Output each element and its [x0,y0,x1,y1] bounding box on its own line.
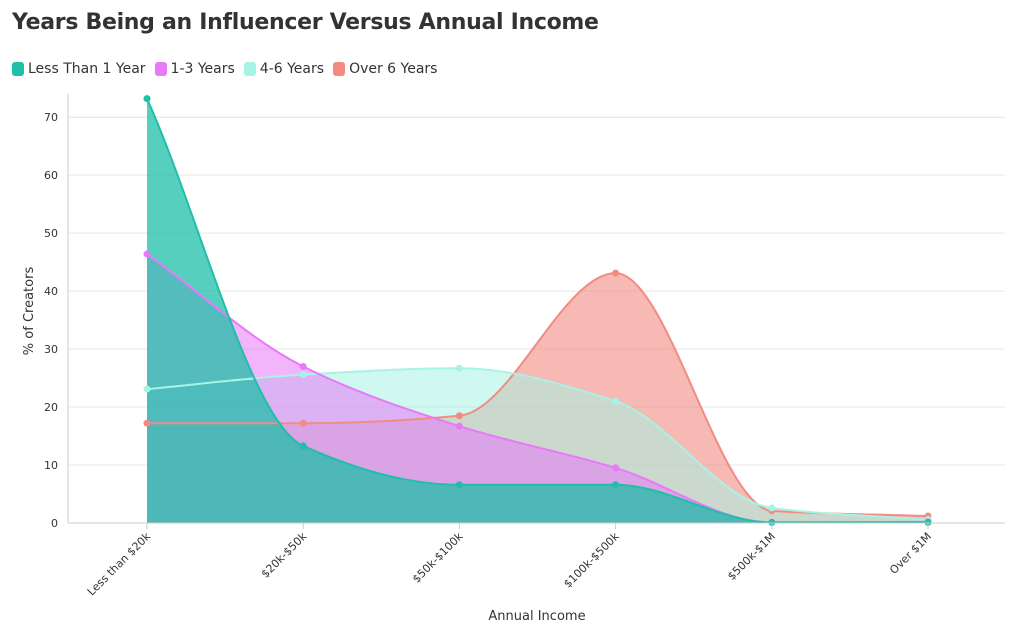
line-4-6-years [146,367,929,521]
x-tick-label: $100k-$500k [561,529,622,590]
y-tick-label: 60 [44,169,58,182]
y-axis-title: % of Creators [22,267,37,356]
legend-item-over-6-years[interactable]: Over 6 Years [333,61,437,77]
y-tick-label: 40 [44,285,58,298]
point-4-6-years [455,364,463,372]
point-layer [143,95,932,526]
x-tick-label: $500k-$1M [725,530,778,583]
legend-swatch [12,62,24,76]
point-less-than-1-year [455,481,463,489]
legend-label: Over 6 Years [349,61,438,77]
point-less-than-1-year [299,442,307,450]
y-tick-label: 50 [44,227,58,240]
y-tick-label: 0 [51,517,58,530]
y-tick-label: 70 [44,111,58,124]
y-tick-label: 20 [44,401,58,414]
legend-label: 4-6 Years [259,61,325,77]
point-1-3-years [299,362,307,370]
x-tick-label: $20k-$50k [259,529,310,580]
point-1-3-years [455,422,463,430]
area-1-3-years [147,254,928,523]
legend: Less Than 1 Year 1-3 Years 4-6 Years Ove… [12,58,437,80]
x-tick-label: Over $1M [887,530,934,577]
y-tick-label: 10 [44,459,58,472]
legend-item-1-3-years[interactable]: 1-3 Years [154,61,235,77]
point-4-6-years [768,504,776,512]
y-tick-label: 30 [44,343,58,356]
legend-swatch [333,62,346,76]
point-over-6-years [299,419,307,427]
legend-swatch [243,62,256,76]
point-less-than-1-year [612,481,620,489]
point-less-than-1-year [924,518,932,526]
point-1-3-years [143,250,151,258]
point-4-6-years [612,397,620,405]
area-less-than-1-year [147,98,928,523]
x-tick-label: Less than $20k [85,529,154,598]
point-over-6-years [455,412,463,420]
legend-item-4-6-years[interactable]: 4-6 Years [243,61,325,77]
point-4-6-years [299,371,307,379]
point-1-3-years [612,464,620,472]
legend-item-less-than-1-year[interactable]: Less Than 1 Year [12,61,146,77]
chart-title: Years Being an Influencer Versus Annual … [12,10,599,35]
point-over-6-years [143,419,151,427]
point-less-than-1-year [143,95,151,103]
area-layer [147,98,928,523]
line-less-than-1-year [146,98,928,524]
legend-swatch [154,62,167,76]
x-axis-title: Annual Income [488,609,585,624]
legend-label: 1-3 Years [170,61,235,77]
legend-label: Less Than 1 Year [28,61,146,77]
x-tick-label: $50k-$100k [410,529,466,585]
point-4-6-years [143,385,151,393]
point-over-6-years [612,269,620,277]
point-less-than-1-year [768,518,776,526]
